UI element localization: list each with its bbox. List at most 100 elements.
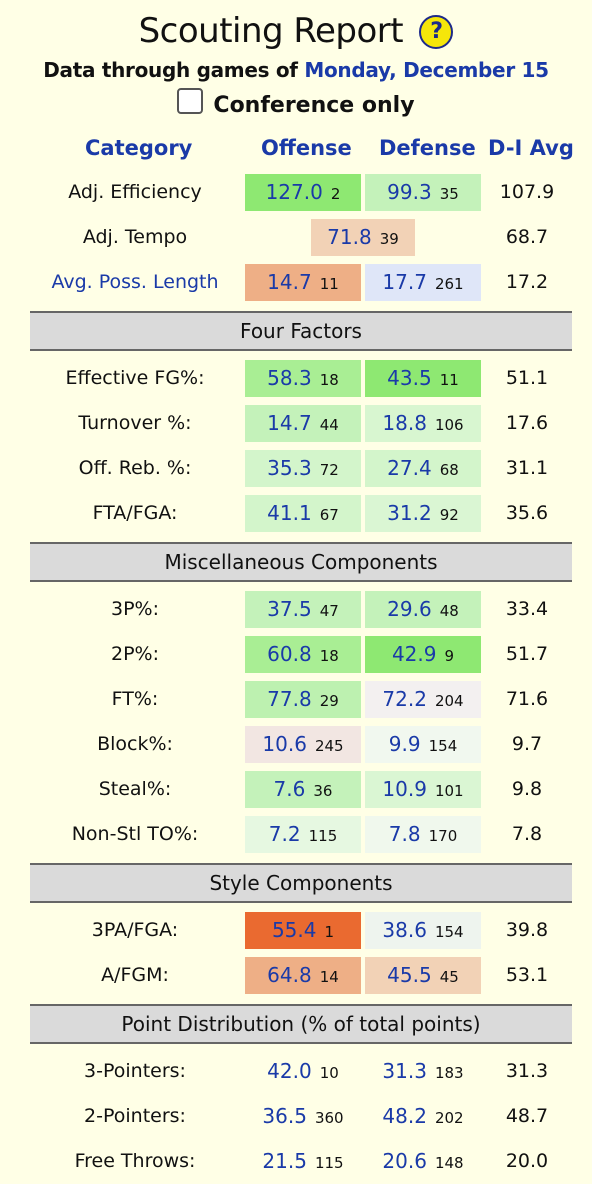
defense-cell-value[interactable]: 99.3	[387, 180, 432, 204]
row-label: Turnover %:	[78, 412, 192, 434]
offense-cell-value[interactable]: 42.0	[267, 1059, 312, 1083]
defense-cell-value[interactable]: 27.4	[387, 456, 432, 480]
row-label: Block%:	[97, 733, 173, 755]
defense-cell-value[interactable]: 45.5	[387, 963, 432, 987]
header-offense[interactable]: Offense	[261, 136, 352, 160]
offense-cell-value[interactable]: 36.5	[262, 1104, 307, 1128]
offense-cell-value[interactable]: 77.8	[267, 687, 312, 711]
offense-cell: 127.0 2	[245, 174, 361, 211]
defense-cell-value[interactable]: 38.6	[382, 918, 427, 942]
offense-cell-value[interactable]: 127.0	[265, 180, 323, 204]
defense-cell: 42.9 9	[365, 636, 481, 673]
offense-cell-value[interactable]: 35.3	[267, 456, 312, 480]
tempo-cell: 71.8 39	[311, 219, 415, 256]
row-label: FTA/FGA:	[92, 502, 178, 524]
defense-cell-rank: 35	[439, 185, 459, 203]
offense-cell-value[interactable]: 21.5	[262, 1149, 307, 1173]
defense-cell-value[interactable]: 17.7	[382, 270, 427, 294]
defense-cell-value[interactable]: 10.9	[382, 777, 427, 801]
d1-avg-cell: 107.9	[499, 181, 555, 203]
scouting-table: Adj. Efficiency 127.0 2 99.3 35 107.9 Adj. T…	[0, 170, 592, 1184]
d1-avg-cell: 31.3	[505, 1060, 549, 1082]
section-header: Four Factors	[30, 311, 572, 351]
defense-cell-rank: 154	[428, 737, 458, 755]
row-label: 3P%:	[110, 598, 159, 620]
offense-cell: 42.0 10	[245, 1053, 361, 1090]
offense-cell: 55.4 1	[245, 912, 361, 949]
row-label: Adj. Efficiency	[68, 181, 202, 203]
header-category[interactable]: Category	[85, 136, 193, 160]
defense-cell-rank: 261	[434, 275, 464, 293]
defense-cell-value[interactable]: 7.8	[388, 822, 421, 846]
defense-cell-rank: 9	[444, 647, 455, 665]
table-row: Turnover %: 14.7 44 18.8 106 17.6	[0, 401, 592, 446]
d1-avg-cell: 39.8	[505, 919, 549, 941]
defense-cell-value[interactable]: 31.2	[387, 501, 432, 525]
row-label: 2-Pointers:	[84, 1105, 186, 1127]
offense-cell-rank: 18	[319, 647, 339, 665]
defense-cell-value[interactable]: 48.2	[382, 1104, 427, 1128]
defense-cell: 18.8 106	[365, 405, 481, 442]
offense-cell: 35.3 72	[245, 450, 361, 487]
offense-cell-value[interactable]: 58.3	[267, 366, 312, 390]
defense-cell-value[interactable]: 9.9	[388, 732, 421, 756]
tempo-cell-rank: 39	[379, 230, 399, 248]
defense-cell-value[interactable]: 31.3	[382, 1059, 427, 1083]
d1-avg-cell: 35.6	[505, 502, 549, 524]
defense-cell-rank: 204	[434, 692, 464, 710]
offense-cell-value[interactable]: 14.7	[267, 270, 312, 294]
defense-cell-rank: 48	[439, 602, 459, 620]
defense-cell-rank: 101	[434, 782, 464, 800]
offense-cell-value[interactable]: 7.6	[273, 777, 306, 801]
offense-cell-value[interactable]: 41.1	[267, 501, 312, 525]
defense-cell: 45.5 45	[365, 957, 481, 994]
defense-cell-rank: 183	[434, 1064, 464, 1082]
defense-cell-value[interactable]: 42.9	[391, 642, 437, 666]
table-row: Effective FG%: 58.3 18 43.5 11 51.1	[0, 356, 592, 401]
conference-only-toggle[interactable]: Conference only	[0, 86, 592, 126]
table-row: Adj. Tempo 71.8 39 68.7	[0, 215, 592, 260]
offense-cell: 7.2 115	[245, 816, 361, 853]
offense-cell: 37.5 47	[245, 591, 361, 628]
offense-cell-value[interactable]: 55.4	[271, 918, 317, 942]
header-defense[interactable]: Defense	[379, 136, 476, 160]
row-label: A/FGM:	[101, 964, 169, 986]
offense-cell-rank: 11	[319, 275, 339, 293]
defense-cell-value[interactable]: 43.5	[387, 366, 432, 390]
offense-cell-value[interactable]: 64.8	[267, 963, 312, 987]
d1-avg-cell: 51.1	[505, 367, 549, 389]
conference-only-label: Conference only	[213, 93, 415, 118]
row-label[interactable]: Avg. Poss. Length	[51, 271, 219, 293]
offense-cell-value[interactable]: 37.5	[267, 597, 312, 621]
defense-cell-value[interactable]: 72.2	[382, 687, 427, 711]
offense-cell: 64.8 14	[245, 957, 361, 994]
offense-cell-value[interactable]: 10.6	[262, 732, 307, 756]
help-icon[interactable]: ?	[419, 15, 454, 49]
subtitle-date[interactable]: Monday, December 15	[304, 58, 549, 82]
table-row: 2-Pointers: 36.5 360 48.2 202 48.7	[0, 1094, 592, 1139]
offense-cell: 7.6 36	[245, 771, 361, 808]
defense-cell-rank: 148	[434, 1154, 464, 1172]
defense-cell: 17.7 261	[365, 264, 481, 301]
defense-cell-value[interactable]: 20.6	[382, 1149, 427, 1173]
row-label: FT%:	[111, 688, 159, 710]
table-row: A/FGM: 64.8 14 45.5 45 53.1	[0, 953, 592, 998]
offense-cell-value[interactable]: 14.7	[267, 411, 312, 435]
tempo-cell-value[interactable]: 71.8	[327, 225, 372, 249]
offense-cell-value[interactable]: 60.8	[267, 642, 312, 666]
offense-cell-rank: 36	[313, 782, 333, 800]
defense-cell: 7.8 170	[365, 816, 481, 853]
offense-cell-rank: 115	[314, 1154, 344, 1172]
offense-cell-rank: 2	[330, 185, 341, 203]
conference-only-checkbox[interactable]	[177, 88, 204, 114]
d1-avg-cell: 31.1	[505, 457, 549, 479]
offense-cell: 36.5 360	[245, 1098, 361, 1135]
offense-cell: 77.8 29	[245, 681, 361, 718]
header-avg[interactable]: D-I Avg	[488, 136, 574, 160]
offense-cell-value[interactable]: 7.2	[268, 822, 301, 846]
defense-cell-value[interactable]: 29.6	[387, 597, 432, 621]
defense-cell-value[interactable]: 18.8	[382, 411, 427, 435]
offense-cell-rank: 18	[319, 371, 339, 389]
offense-cell: 60.8 18	[245, 636, 361, 673]
defense-cell: 20.6 148	[365, 1143, 481, 1180]
